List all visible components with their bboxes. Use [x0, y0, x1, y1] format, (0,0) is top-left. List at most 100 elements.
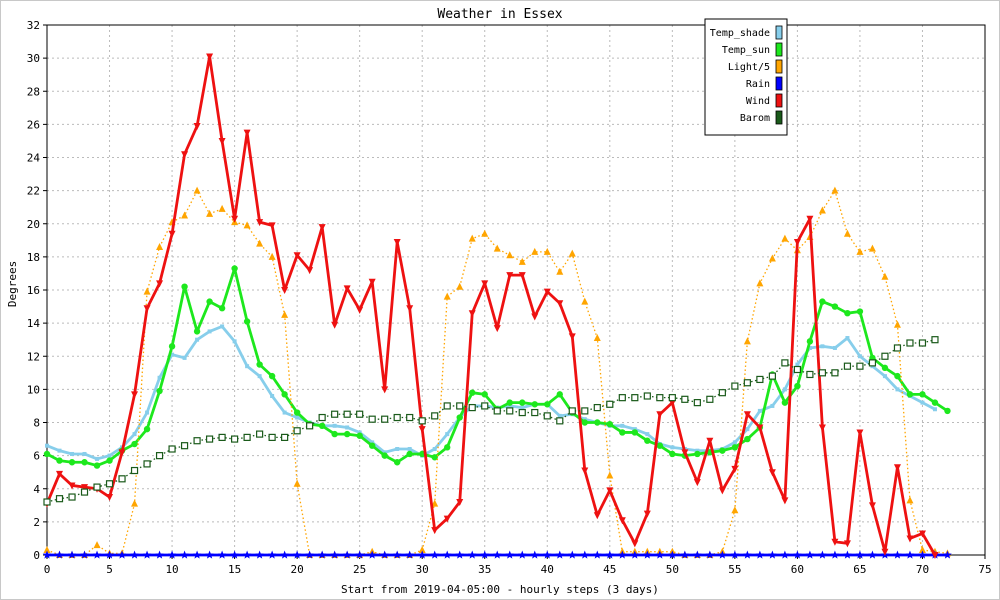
- data-point: [856, 247, 864, 255]
- data-point: [843, 229, 851, 237]
- legend-box: [704, 18, 788, 136]
- data-point: [805, 550, 815, 559]
- data-point: [331, 430, 338, 438]
- data-point: [405, 550, 414, 559]
- data-point: [794, 382, 801, 390]
- data-point: [295, 415, 300, 420]
- data-point: [619, 429, 626, 436]
- data-point: [443, 292, 451, 300]
- data-point: [632, 427, 637, 432]
- data-point: [793, 365, 802, 374]
- data-point: [131, 391, 139, 399]
- data-point: [556, 267, 564, 275]
- data-point: [232, 339, 237, 344]
- data-point: [218, 305, 226, 312]
- y-tick-label: 30: [27, 52, 40, 65]
- data-point: [456, 282, 464, 290]
- x-tick-label: 45: [603, 563, 616, 576]
- x-tick-label: 30: [416, 563, 429, 576]
- y-axis-label: Degrees: [6, 261, 19, 307]
- data-point: [131, 499, 139, 507]
- legend: Temp_shade Temp_sun Light/5 Rain Wind Barom: [704, 18, 788, 136]
- data-point: [731, 506, 739, 514]
- data-point: [170, 352, 175, 357]
- data-point: [843, 550, 852, 559]
- data-point: [68, 482, 76, 490]
- data-point: [656, 411, 664, 419]
- data-point: [156, 387, 163, 395]
- data-point: [669, 450, 676, 458]
- data-point: [518, 272, 526, 280]
- data-point: [568, 407, 576, 415]
- y-tick-label: 2: [33, 516, 40, 529]
- data-point: [181, 283, 188, 290]
- data-point: [268, 433, 276, 442]
- data-point: [143, 425, 151, 433]
- data-point: [318, 413, 326, 422]
- data-point: [181, 151, 189, 159]
- data-point: [220, 324, 225, 329]
- data-point: [342, 550, 352, 559]
- data-point: [543, 288, 551, 296]
- data-point: [356, 410, 364, 418]
- data-point: [193, 123, 201, 131]
- data-point: [730, 550, 740, 559]
- data-point: [81, 459, 88, 466]
- data-point: [655, 550, 665, 559]
- data-point: [206, 209, 214, 217]
- data-point: [844, 309, 851, 317]
- data-point: [793, 550, 802, 559]
- data-point: [531, 247, 539, 255]
- data-point: [732, 440, 737, 445]
- data-point: [581, 419, 588, 426]
- data-point: [281, 310, 289, 318]
- data-point: [756, 279, 764, 287]
- data-point: [406, 413, 414, 422]
- data-point: [581, 297, 589, 305]
- data-point: [105, 550, 114, 559]
- data-point: [156, 242, 164, 250]
- data-point: [243, 318, 251, 325]
- data-point: [368, 278, 376, 286]
- data-point: [918, 546, 926, 554]
- y-tick-label: 26: [27, 118, 40, 131]
- data-point: [620, 423, 625, 428]
- data-point: [693, 550, 702, 559]
- data-point: [143, 287, 151, 295]
- data-point: [818, 424, 826, 432]
- data-point: [706, 395, 714, 403]
- data-point: [355, 550, 364, 559]
- y-tick-label: 0: [33, 549, 40, 562]
- legend-swatch: [775, 25, 783, 40]
- data-point: [631, 394, 639, 402]
- data-point: [580, 550, 590, 559]
- data-point: [368, 415, 376, 423]
- data-point: [418, 426, 426, 434]
- data-point: [356, 432, 363, 439]
- data-point: [343, 430, 351, 438]
- data-point: [305, 550, 314, 559]
- data-point: [505, 550, 515, 559]
- x-tick-label: 5: [106, 563, 113, 576]
- legend-label: Barom: [740, 113, 770, 124]
- data-point: [593, 334, 601, 342]
- data-point: [568, 550, 577, 559]
- x-tick-label: 25: [353, 563, 366, 576]
- data-point: [706, 437, 714, 445]
- data-point: [906, 496, 914, 504]
- data-point: [317, 550, 327, 559]
- data-point: [681, 449, 689, 457]
- data-point: [281, 391, 288, 398]
- data-point: [306, 422, 314, 430]
- data-point: [93, 483, 101, 491]
- data-point: [256, 219, 264, 227]
- x-tick-label: 10: [165, 563, 178, 576]
- legend-label: Wind: [746, 96, 770, 107]
- data-point: [568, 249, 576, 257]
- legend-swatch: [775, 42, 783, 57]
- data-point: [593, 403, 601, 412]
- data-point: [868, 502, 876, 510]
- data-point: [381, 452, 388, 459]
